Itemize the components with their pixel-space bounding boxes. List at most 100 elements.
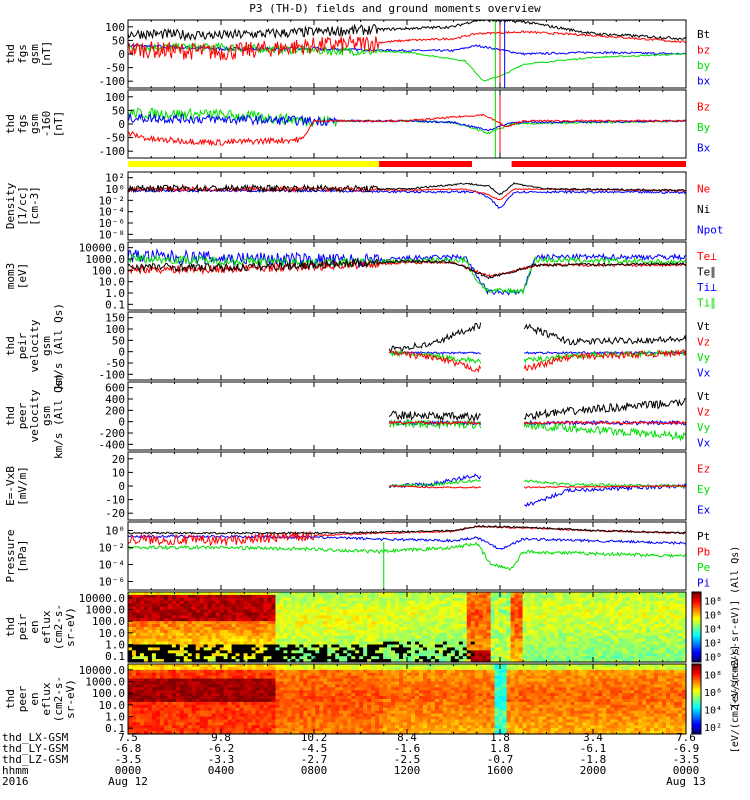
spectrogram-cell: [359, 624, 364, 628]
panel-peir-velocity: [388, 322, 687, 373]
spectrogram-cell: [438, 603, 444, 608]
spectrogram-cell: [215, 669, 221, 674]
spectrogram-cell: [135, 659, 141, 663]
spectrogram-cell: [183, 612, 189, 616]
spectrogram-cell: [231, 635, 237, 640]
spectrogram-cell: [219, 612, 225, 616]
spectrogram-cell: [550, 635, 556, 640]
spectrogram-cell: [582, 615, 587, 619]
spectrogram-cell: [319, 606, 324, 611]
spectrogram-cell: [410, 632, 416, 637]
spectrogram-cell: [646, 641, 651, 646]
spectrogram-cell: [598, 656, 603, 660]
spectrogram-cell: [626, 603, 631, 608]
spectrogram-cell: [163, 687, 169, 691]
spectrogram-cell: [207, 635, 213, 640]
spectrogram-cell: [510, 635, 516, 640]
spectrogram-cell: [219, 635, 225, 640]
spectrogram-cell: [255, 653, 261, 657]
spectrogram-cell: [191, 693, 197, 697]
spectrogram-cell: [331, 627, 336, 631]
spectrogram-cell: [474, 609, 480, 614]
spectrogram-cell: [383, 618, 388, 622]
spectrogram-cell: [466, 641, 472, 646]
spectrogram-cell: [546, 638, 552, 643]
spectrogram-cell: [454, 612, 460, 616]
spectrogram-cell: [311, 650, 316, 654]
spectrogram-cell: [598, 603, 603, 608]
spectrogram-cell: [179, 647, 185, 651]
spectrogram-cell: [442, 615, 448, 619]
spectrogram-cell: [598, 592, 603, 596]
spectrogram-cell: [163, 716, 169, 721]
spectrogram-cell: [622, 612, 627, 616]
spectrogram-cell: [219, 653, 225, 657]
spectrogram-cell: [255, 592, 261, 596]
spectrogram-cell: [514, 618, 520, 622]
spectrogram-cell: [235, 690, 241, 694]
spectrogram-cell: [235, 618, 241, 622]
spectrogram-cell: [243, 725, 249, 729]
spectrogram-cell: [462, 647, 468, 651]
spectrogram-cell: [498, 659, 504, 663]
spectrogram-cell: [207, 728, 213, 732]
spectrogram-cell: [183, 603, 189, 608]
spectrogram-cell: [654, 635, 659, 640]
spectrogram-cell: [207, 632, 213, 637]
spectrogram-cell: [319, 635, 324, 640]
spectrogram-cell: [650, 629, 655, 634]
y-axis-label-line: gsm: [40, 336, 53, 356]
spectrogram-cell: [371, 647, 376, 651]
spectrogram-cell: [666, 600, 671, 605]
spectrogram-cell: [522, 627, 528, 631]
spectrogram-cell: [618, 627, 623, 631]
spectrogram-cell: [131, 684, 137, 688]
spectrogram-cell: [187, 684, 193, 688]
spectrogram-cell: [654, 609, 659, 614]
spectrogram-cell: [259, 719, 265, 723]
spectrogram-cell: [211, 701, 217, 706]
spectrogram-cell: [387, 618, 392, 622]
spectrogram-cell: [618, 624, 623, 628]
spectrogram-cell: [367, 659, 372, 663]
spectrogram-cell: [287, 615, 293, 619]
spectrogram-cell: [251, 641, 257, 646]
spectrogram-cell: [454, 592, 460, 596]
spectrogram-cell: [315, 612, 320, 616]
spectrogram-cell: [478, 632, 484, 637]
spectrogram-cell: [279, 592, 285, 596]
spectrogram-cell: [335, 656, 340, 660]
spectrogram-cell: [143, 656, 149, 660]
spectrogram-cell: [414, 612, 420, 616]
spectrogram-cell: [235, 725, 241, 729]
spectrogram-cell: [622, 627, 627, 631]
spectrogram-cell: [303, 627, 308, 631]
spectrogram-cell: [442, 659, 448, 663]
spectrogram-cell: [195, 701, 201, 706]
colorbar-step: [692, 613, 701, 616]
colorbar-step: [692, 624, 701, 628]
spectrogram-cell: [363, 627, 368, 631]
spectrogram-cell: [271, 707, 277, 712]
spectrogram-cell: [510, 592, 516, 596]
spectrogram-cell: [418, 647, 424, 651]
spectrogram-cell: [422, 615, 428, 619]
spectrogram-cell: [267, 719, 273, 723]
spectrogram-cell: [211, 699, 217, 703]
spectrogram-cell: [658, 650, 663, 654]
spectrogram-cell: [219, 704, 225, 709]
spectrogram-cell: [159, 681, 165, 686]
spectrogram-cell: [526, 612, 532, 616]
spectrogram-cell: [395, 632, 400, 637]
y-tick-label: 0.1: [105, 650, 125, 663]
plot-title: P3 (TH-D) fields and ground moments over…: [249, 2, 541, 15]
spectrogram-cell: [175, 606, 181, 611]
spectrogram-cell: [506, 606, 512, 611]
spectrogram-cell: [279, 644, 285, 649]
spectrogram-cell: [486, 609, 492, 614]
spectrogram-cell: [135, 650, 141, 654]
spectrogram-cell: [498, 629, 504, 634]
colorbar-frame: [691, 591, 702, 663]
spectrogram-cell: [474, 621, 480, 625]
y-axis-label-line: en: [28, 620, 41, 633]
